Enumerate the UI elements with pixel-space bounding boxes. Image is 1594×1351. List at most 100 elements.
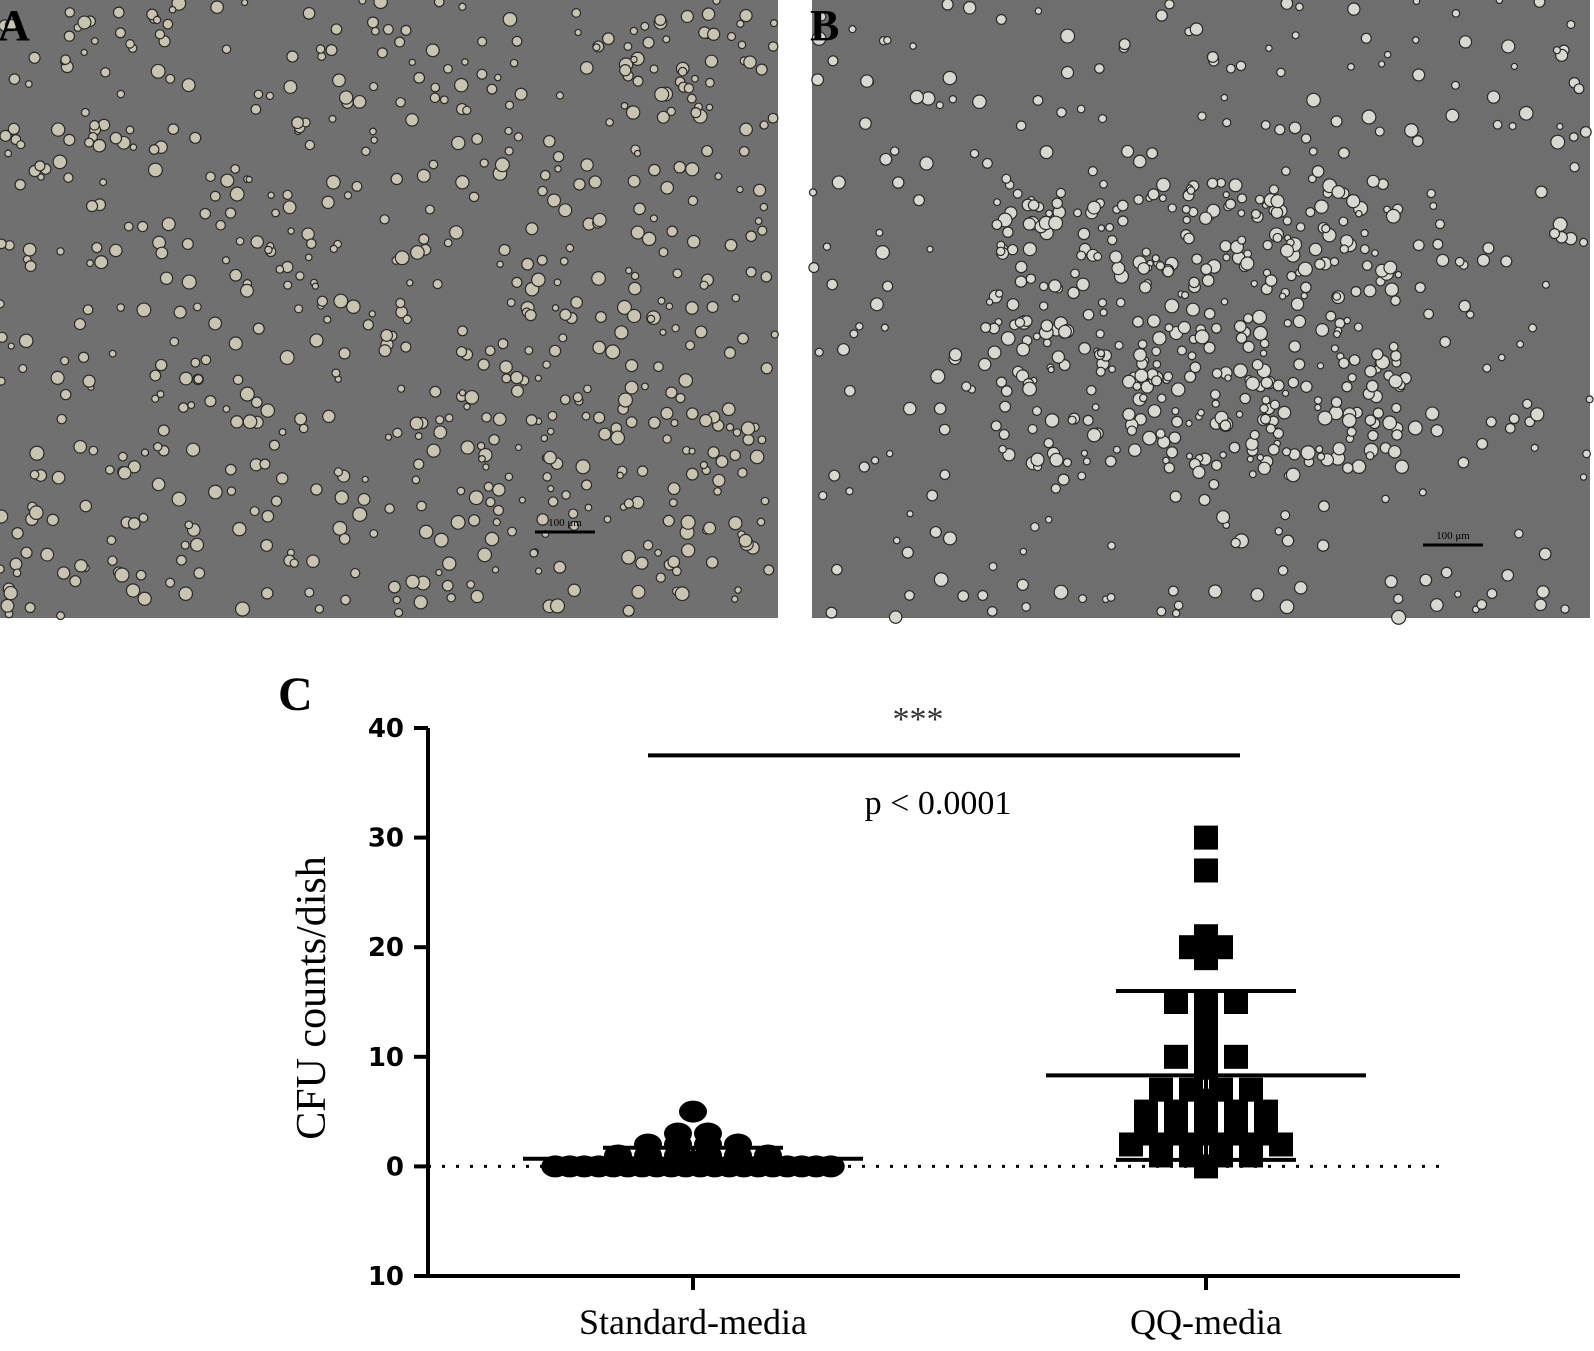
cell (1133, 194, 1144, 205)
cell (1211, 399, 1220, 408)
cell (929, 525, 942, 539)
cell (1233, 319, 1247, 333)
cell (1132, 315, 1144, 328)
cell (1272, 379, 1285, 392)
cell (690, 107, 702, 119)
cell (1094, 63, 1105, 74)
cell (1060, 28, 1076, 44)
cell (670, 418, 679, 428)
cell (588, 175, 602, 189)
cell (1426, 188, 1436, 199)
cell (1127, 443, 1142, 457)
cell (1225, 63, 1236, 74)
cell (1457, 456, 1470, 469)
cell (1044, 413, 1060, 428)
cell (463, 402, 471, 411)
cell (328, 114, 337, 123)
cell (1254, 194, 1265, 205)
cell (731, 293, 741, 303)
cell (673, 160, 687, 174)
cell (1332, 441, 1346, 456)
cell (215, 219, 226, 231)
cell (678, 373, 694, 388)
cell (1106, 234, 1118, 246)
cell (455, 346, 468, 358)
cell (471, 133, 484, 145)
cell (685, 467, 699, 481)
cell (199, 207, 212, 220)
cell (524, 345, 534, 355)
cell (685, 162, 700, 177)
cell (106, 535, 117, 546)
cell (51, 470, 66, 485)
cell (494, 73, 502, 82)
cell (1290, 297, 1305, 311)
cell (724, 238, 738, 252)
cell (1387, 444, 1402, 459)
cell (551, 304, 560, 312)
cell (686, 407, 699, 420)
cell (630, 225, 645, 240)
cell (1080, 449, 1089, 457)
cell (1288, 340, 1302, 353)
cell (181, 237, 194, 251)
cell (112, 6, 125, 19)
cell (289, 558, 299, 568)
cell (7, 122, 20, 135)
cell (1039, 145, 1054, 160)
cell (1482, 242, 1495, 255)
cell (1338, 216, 1349, 227)
cell (1330, 115, 1343, 128)
cell (683, 83, 695, 94)
cell (1268, 184, 1280, 195)
cell (1278, 292, 1287, 300)
cell (1109, 250, 1123, 264)
cell (151, 477, 166, 492)
cell (1530, 407, 1545, 422)
cell (1454, 256, 1465, 267)
cell (1393, 593, 1404, 605)
cell (0, 331, 8, 343)
cell (384, 433, 393, 441)
cell (755, 63, 768, 76)
cell (444, 413, 454, 423)
data-point (1164, 990, 1188, 1014)
cell (114, 27, 126, 39)
cell (1482, 363, 1492, 373)
cell (980, 321, 992, 334)
cell (1516, 340, 1525, 349)
cell (680, 514, 696, 530)
cell (1198, 493, 1211, 507)
cell (63, 172, 74, 183)
cell (1233, 363, 1248, 379)
cell (4, 149, 13, 158)
cell (662, 35, 671, 44)
cell (546, 427, 555, 436)
cell (77, 351, 90, 363)
cell (548, 344, 562, 358)
cell (1430, 424, 1444, 438)
cell (1230, 537, 1241, 549)
cell (56, 413, 68, 425)
cell (1208, 584, 1223, 599)
cell (416, 168, 431, 183)
cell (125, 125, 135, 135)
cell (1533, 0, 1546, 8)
cell (814, 347, 824, 357)
data-point (1224, 1121, 1248, 1146)
cell (1260, 376, 1274, 389)
cell (883, 35, 892, 45)
cell (610, 430, 626, 446)
cell (567, 583, 581, 598)
cell (1171, 415, 1184, 428)
cell (1077, 471, 1087, 481)
cell (656, 110, 670, 124)
cell (1429, 201, 1438, 211)
cell (770, 330, 779, 339)
cell (1500, 255, 1513, 268)
cell (547, 485, 555, 493)
cell (1163, 371, 1174, 382)
data-point (1134, 1099, 1158, 1124)
cell (104, 464, 115, 475)
cell (1077, 227, 1091, 241)
